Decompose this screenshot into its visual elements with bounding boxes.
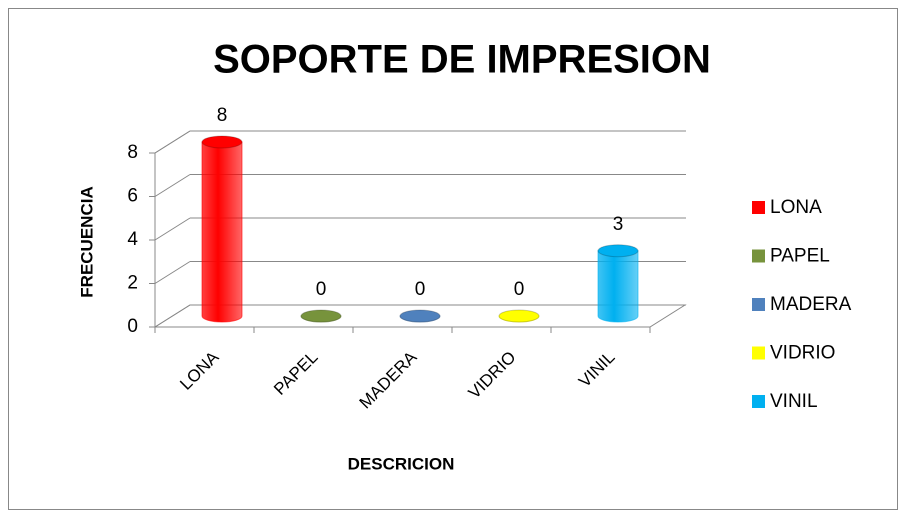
legend-label: VINIL: [770, 391, 818, 412]
value-label: 0: [316, 279, 327, 300]
chart-title: SOPORTE DE IMPRESION: [213, 38, 711, 82]
legend-swatch: [752, 346, 765, 360]
x-axis-label: DESCRICION: [348, 454, 455, 473]
grid-line-side: [154, 217, 191, 241]
legend-swatch: [752, 298, 765, 311]
legend-swatch: [752, 201, 765, 214]
value-label: 3: [613, 214, 624, 235]
value-label: 0: [514, 279, 525, 300]
bar: [597, 244, 639, 323]
legend-label: VIDRIO: [770, 343, 835, 364]
grid-line-side: [154, 130, 191, 154]
legend-label: PAPEL: [770, 246, 830, 267]
grid-line-side: [154, 261, 191, 284]
bar: [300, 309, 342, 323]
y-tick-label: 6: [127, 186, 138, 207]
bar: [399, 309, 441, 323]
legend-label: MADERA: [770, 294, 852, 315]
grid-line-side: [154, 174, 191, 197]
chart-border: [8, 8, 898, 510]
y-tick-label: 4: [127, 229, 138, 250]
bar: [201, 135, 243, 323]
grid-line-side: [154, 304, 191, 328]
y-tick-label: 0: [127, 316, 138, 337]
y-axis-label: FRECUENCIA: [77, 186, 96, 297]
legend-swatch: [752, 249, 765, 263]
y-tick-label: 2: [127, 273, 138, 294]
bar: [498, 309, 540, 323]
legend-swatch: [752, 395, 765, 408]
value-label: 0: [415, 279, 426, 300]
y-tick-label: 8: [127, 142, 138, 163]
legend-label: LONA: [770, 197, 822, 218]
value-label: 8: [217, 105, 228, 126]
